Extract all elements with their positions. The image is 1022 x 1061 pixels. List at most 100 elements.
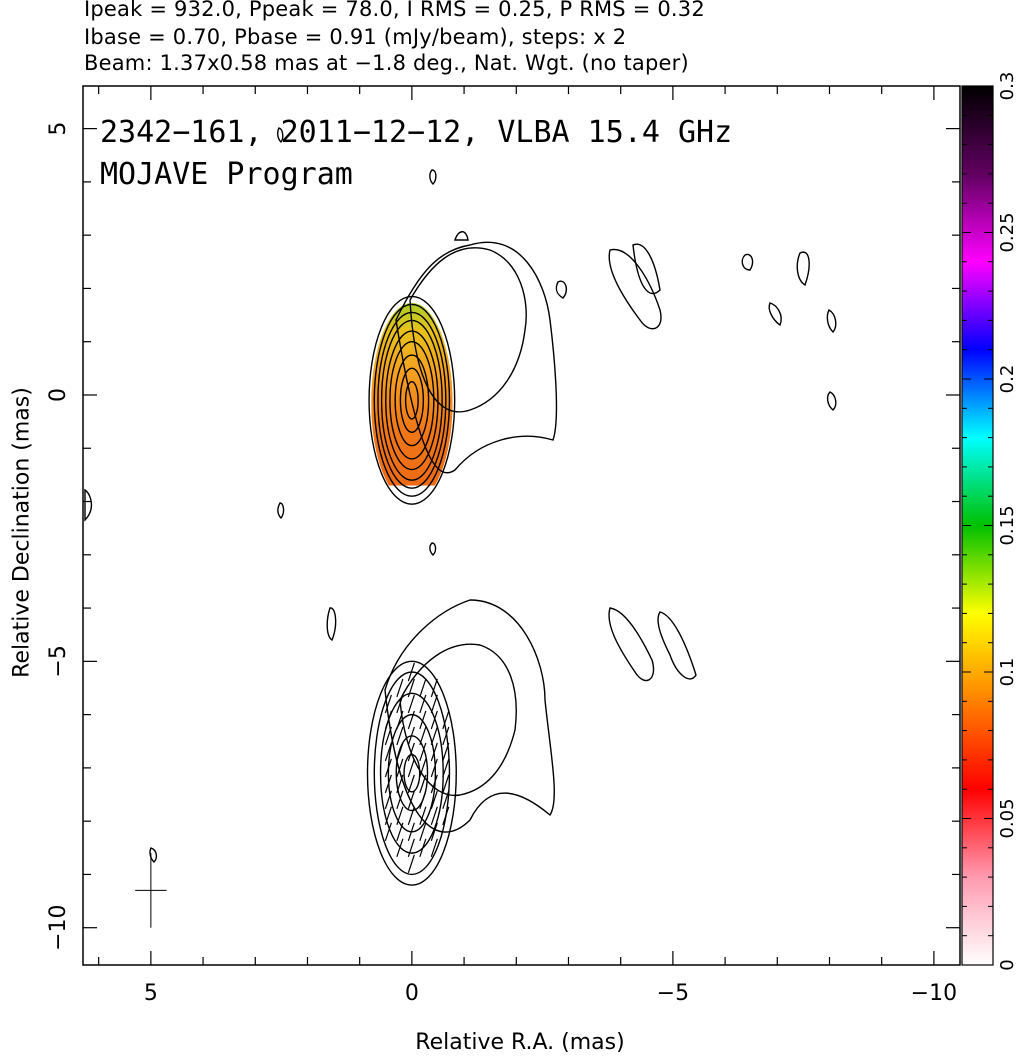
jet-contour [826,309,837,334]
header-stats-line: Ipeak = 932.0, Ppeak = 78.0, I RMS = 0.2… [84,0,705,21]
jet-contours [84,127,837,863]
jet-contour [326,607,337,642]
evpa-tick [396,806,404,826]
jet-contour [555,280,568,299]
upper-contours [368,295,456,505]
colorbar-tick-label: 0.1 [997,658,1018,687]
evpa-tick [430,774,438,794]
evpa-tick [430,694,438,714]
jet-contour [741,253,754,271]
evpa-tick [407,726,415,746]
jet-contour [608,248,662,330]
axis-ticks [83,86,960,965]
evpa-tick [396,742,404,762]
contour-line [385,330,439,471]
evpa-tick [430,790,438,810]
evpa-vectors [384,662,450,873]
evpa-tick [407,758,415,778]
evpa-tick [407,854,415,873]
evpa-tick [442,726,450,746]
evpa-tick [384,774,392,794]
jet-contour [608,607,655,682]
evpa-tick [419,710,427,730]
evpa-tick [419,758,427,778]
jet-contour [826,391,837,411]
evpa-tick [396,678,404,698]
contour-line [394,354,430,447]
jet-contour [384,599,555,833]
jet-contour [429,542,437,556]
evpa-tick [419,694,427,714]
evpa-tick [396,790,404,810]
evpa-tick [442,790,450,810]
evpa-tick [407,838,415,857]
contour-line [366,660,457,886]
jet-contour [395,241,558,474]
contour-line [373,303,451,497]
contour-line [377,311,447,489]
contour-line [404,380,419,420]
jet-contour [277,502,285,520]
evpa-tick [442,758,450,778]
evpa-tick [419,790,427,810]
evpa-tick [407,790,415,810]
evpa-tick [396,710,404,730]
colorbar-tick-label: 0.25 [997,212,1018,252]
evpa-tick [384,694,392,714]
evpa-tick [384,742,392,762]
evpa-tick [384,822,392,842]
x-axis-label: Relative R.A. (mas) [415,1030,625,1055]
jet-contour [149,847,158,863]
evpa-tick [407,662,415,682]
evpa-tick [407,694,415,714]
evpa-tick [407,742,415,762]
contour-line [379,692,444,854]
evpa-tick [419,726,427,746]
jet-contour [409,247,527,413]
evpa-tick [419,806,427,826]
contour-line [403,753,421,793]
evpa-tick [442,710,450,730]
jet-contour [454,231,469,241]
evpa-tick [430,678,438,698]
jet-contour [632,243,661,295]
evpa-tick [407,774,415,794]
evpa-tick [419,774,427,794]
evpa-tick [430,742,438,762]
evpa-tick [396,726,404,746]
header-beam-line: Beam: 1.37x0.58 mas at −1.8 deg., Nat. W… [84,51,689,75]
evpa-tick [430,822,438,842]
evpa-tick [384,790,392,810]
evpa-tick [396,822,404,842]
colorbar-tick-label: 0.15 [997,505,1018,545]
evpa-tick [384,806,392,826]
evpa-tick [407,710,415,730]
jet-contour [276,127,284,144]
evpa-tick [419,822,427,842]
colorbar-tick-label: 0 [997,959,1018,970]
evpa-tick [430,838,438,857]
jet-contour [796,251,810,287]
y-tick-label: 5 [46,122,71,136]
jet-contour [429,169,437,185]
header-base-line: Ibase = 0.70, Pbase = 0.91 (mJy/beam), s… [84,25,627,49]
evpa-tick [407,822,415,842]
evpa-tick [384,726,392,746]
evpa-tick [442,774,450,794]
jet-contour [657,611,697,680]
contour-line [399,367,425,433]
plot-label-program: MOJAVE Program [100,157,353,192]
evpa-tick [430,758,438,778]
evpa-tick [419,742,427,762]
evpa-tick [396,694,404,714]
evpa-tick [430,806,438,826]
x-tick-label: −10 [911,981,957,1006]
colorbar-tick-label: 0.2 [997,365,1018,394]
y-tick-label: −5 [46,645,71,677]
jet-contour [399,643,517,797]
evpa-tick [442,806,450,826]
y-tick-label: −10 [46,904,71,950]
x-tick-label: −5 [657,981,689,1006]
evpa-tick [396,774,404,794]
